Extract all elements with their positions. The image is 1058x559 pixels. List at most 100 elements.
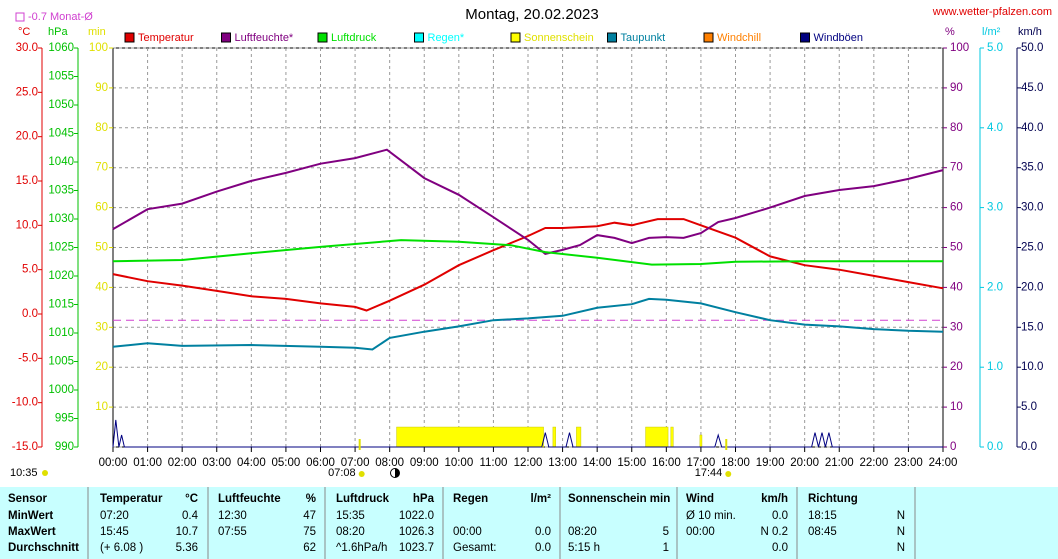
- table-cell: 18:15: [808, 510, 837, 522]
- y-tick-label: -10.0: [12, 397, 38, 409]
- legend-label: Luftdruck: [331, 32, 377, 44]
- legend-label: Windchill: [717, 32, 761, 44]
- x-tick-label: 20:00: [790, 457, 819, 469]
- y-tick-label: 30: [950, 321, 963, 333]
- y-tick-label: 0: [950, 441, 956, 453]
- y-tick-label: 1050: [48, 99, 74, 111]
- legend-swatch: [510, 32, 521, 43]
- y-tick-label: 40.0: [1021, 122, 1043, 134]
- table-cell: N: [897, 526, 905, 538]
- table-cell: Wind: [686, 493, 714, 505]
- table-cell: 10.7: [176, 526, 198, 538]
- x-tick-label: 07:00: [341, 457, 370, 469]
- chart-title: Montag, 20.02.2023: [465, 6, 598, 23]
- table-cell: 08:20: [568, 526, 597, 538]
- y-tick-label: 100: [89, 42, 108, 54]
- y-tick-label: 0.0: [22, 308, 38, 320]
- legend-swatch: [124, 32, 135, 43]
- y-tick-label: 995: [55, 413, 74, 425]
- sunshine-bar: [576, 426, 582, 448]
- table-cell: 15:45: [100, 526, 129, 538]
- y-tick-label: 0.0: [1021, 441, 1037, 453]
- y-tick-label: 10.0: [16, 219, 38, 231]
- table-cell: 0.0: [535, 526, 551, 538]
- source: www.wetter-pfalzen.com: [932, 6, 1052, 18]
- series-line: [112, 239, 943, 266]
- y-tick-label: 40: [950, 281, 963, 293]
- y-tick-label: 80: [950, 122, 963, 134]
- y-tick-label: 60: [950, 202, 963, 214]
- table-cell: 07:55: [218, 526, 247, 538]
- y-tick-label: 1040: [48, 156, 74, 168]
- series-line: [112, 218, 944, 312]
- table-cell: 0.0: [772, 510, 788, 522]
- y-tick-label: 20.0: [16, 131, 38, 143]
- table-cell: Luftfeuchte: [218, 493, 281, 505]
- y-tick-label: 25.0: [16, 86, 38, 98]
- monthly-mean-label: -0.7 Monat-Ø: [28, 11, 93, 23]
- table-cell: N: [897, 510, 905, 522]
- y-tick-label: 1055: [48, 71, 74, 83]
- table-cell: 75: [303, 526, 316, 538]
- y-tick-label: 10: [95, 401, 108, 413]
- y-tick-label: 0.0: [987, 441, 1003, 453]
- x-tick-label: 23:00: [894, 457, 923, 469]
- legend-swatch: [607, 32, 617, 43]
- x-tick-label: 10:00: [444, 457, 473, 469]
- legend-label: Luftfeuchte*: [235, 32, 294, 44]
- table-cell: km/h: [761, 493, 788, 505]
- y-tick-label: 50: [95, 242, 108, 254]
- table-cell: ^1.6hPa/h: [336, 542, 387, 554]
- axis-unit: %: [945, 26, 955, 38]
- table-cell: 00:00: [453, 526, 482, 538]
- table-cell: Sonnenschein min: [568, 493, 670, 505]
- x-tick-label: 01:00: [133, 457, 162, 469]
- table-cell: 5: [663, 526, 669, 538]
- y-tick-label: 90: [950, 82, 963, 94]
- y-tick-label: 35.0: [1021, 162, 1043, 174]
- series-line: [112, 297, 944, 351]
- x-tick-label: 02:00: [168, 457, 197, 469]
- axis-unit: km/h: [1018, 26, 1042, 38]
- table-cell: 1023.7: [399, 542, 434, 554]
- x-tick-label: 04:00: [237, 457, 266, 469]
- y-tick-label: 1035: [48, 185, 74, 197]
- x-tick-label: 08:00: [375, 457, 404, 469]
- y-tick-label: 5.0: [22, 264, 38, 276]
- x-tick-label: 06:00: [306, 457, 335, 469]
- y-tick-label: 60: [95, 202, 108, 214]
- y-tick-label: 15.0: [1021, 321, 1043, 333]
- axis-unit: hPa: [48, 26, 68, 38]
- table-cell: (+ 6.08 ): [100, 542, 143, 554]
- y-tick-label: 4.0: [987, 122, 1003, 134]
- table-cell: MaxWert: [8, 526, 56, 538]
- y-tick-label: 1045: [48, 128, 74, 140]
- y-tick-label: 100: [950, 42, 969, 54]
- x-tick-label: 12:00: [514, 457, 543, 469]
- x-tick-label: 24:00: [929, 457, 958, 469]
- y-tick-label: 15.0: [16, 175, 38, 187]
- sunshine-bar: [396, 426, 544, 448]
- y-tick-label: 80: [95, 122, 108, 134]
- table-cell: 47: [303, 510, 316, 522]
- table-cell: 0.0: [772, 542, 788, 554]
- legend-swatch: [800, 32, 810, 43]
- legend-label: Temperatur: [138, 32, 194, 44]
- y-tick-label: 50.0: [1021, 42, 1043, 54]
- table-cell: Gesamt:: [453, 542, 496, 554]
- sunshine-bar: [645, 426, 669, 448]
- moon-shade: [395, 468, 400, 478]
- table-cell: 12:30: [218, 510, 247, 522]
- x-tick-label: 09:00: [410, 457, 439, 469]
- table-cell: Ø 10 min.: [686, 510, 736, 522]
- legend-label: Windböen: [814, 32, 864, 44]
- x-tick-label: 22:00: [859, 457, 888, 469]
- table-cell: 62: [303, 542, 316, 554]
- table-cell: 15:35: [336, 510, 365, 522]
- legend-swatch: [317, 32, 328, 43]
- table-cell: N 0.2: [761, 526, 789, 538]
- table-cell: 07:20: [100, 510, 129, 522]
- sunset-label: 17:44: [695, 467, 723, 479]
- x-tick-label: 16:00: [652, 457, 681, 469]
